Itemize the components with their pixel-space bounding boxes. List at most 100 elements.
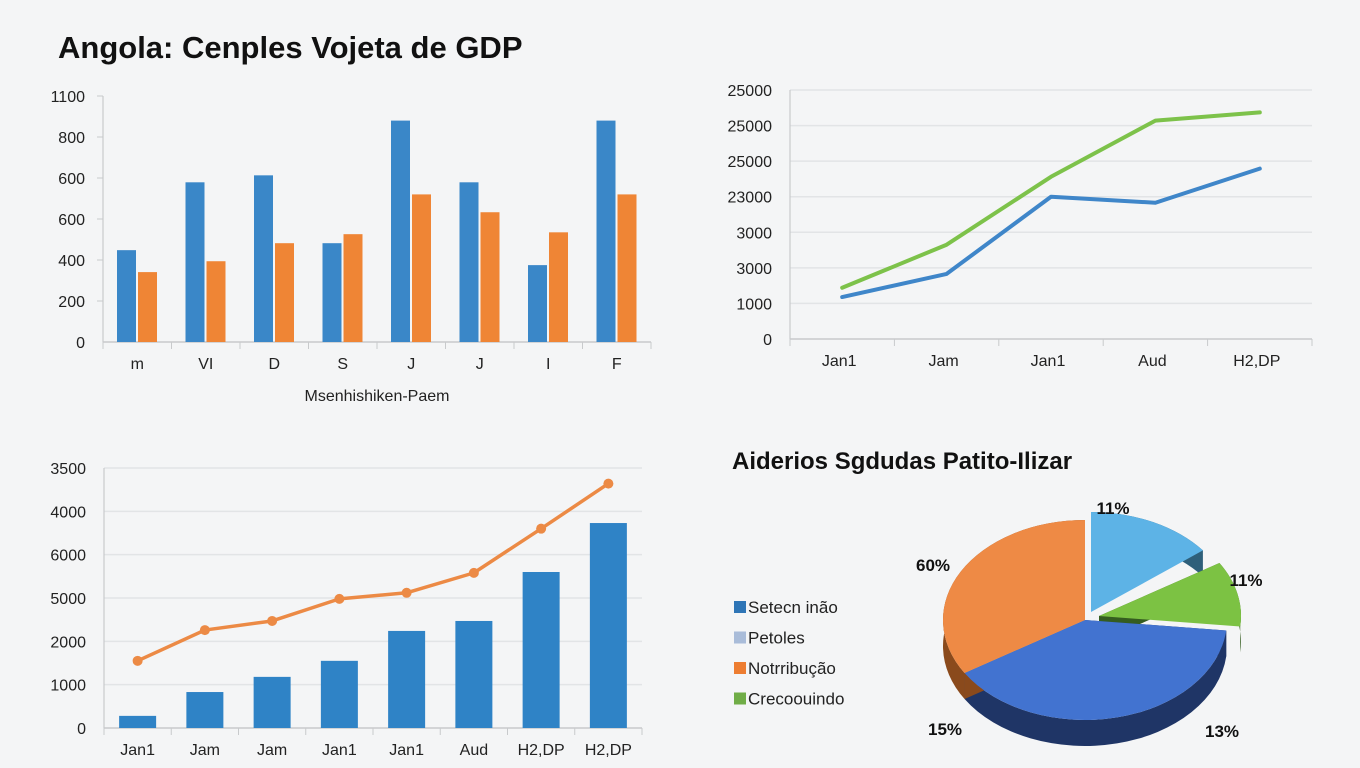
x-tick-label: Jan1 xyxy=(120,742,155,759)
x-tick-label: Jan1 xyxy=(1031,353,1066,370)
legend-label: Petoles xyxy=(748,629,805,648)
bar-line-combo-chart: 0 1000 2000 5000 6000 4000 3500 Jan1 Jam Jam Jan1 J… xyxy=(50,461,643,759)
y-tick-label: 3000 xyxy=(736,261,772,278)
bar-series-1 xyxy=(391,120,410,342)
trend-line xyxy=(136,482,610,663)
line-series-blue xyxy=(840,166,1262,300)
bar-series-2 xyxy=(206,261,226,342)
y-tick-label: 1000 xyxy=(736,296,772,313)
x-tick-label: J xyxy=(476,356,484,373)
bar-series-2 xyxy=(549,232,568,342)
pie-title: Aiderios Sgdudas Patito-Ilizar xyxy=(732,448,1072,475)
x-tick-label: Jan1 xyxy=(322,742,357,759)
x-tick-label: Jam xyxy=(257,742,287,759)
bar-series-1 xyxy=(185,182,205,342)
legend-swatch xyxy=(734,662,746,674)
trend-point xyxy=(401,587,412,598)
pie-slice-label: 11% xyxy=(1229,571,1262,590)
x-tick-label: H2,DP xyxy=(518,742,565,759)
x-tick-label: Jan1 xyxy=(389,742,424,759)
trend-point xyxy=(267,615,278,626)
line-series-green xyxy=(840,110,1262,290)
y-tick-label: 3500 xyxy=(50,461,86,478)
legend-swatch xyxy=(734,601,746,613)
x-tick-label: F xyxy=(612,356,622,373)
y-tick-label: 400 xyxy=(58,253,85,270)
pie-slice xyxy=(1099,563,1241,627)
legend-label: Notrribução xyxy=(748,659,836,678)
y-tick-label: 4000 xyxy=(50,504,86,521)
x-tick-label: Aud xyxy=(460,742,488,759)
page-title: Angola: Cenples Vojeta de GDP xyxy=(58,30,523,65)
legend-label: Crecoouindo xyxy=(748,690,844,709)
y-tick-label: 25000 xyxy=(728,83,773,100)
y-tick-label: 0 xyxy=(76,335,85,352)
bar-series-1 xyxy=(322,243,342,342)
y-tick-label: 600 xyxy=(58,212,85,229)
bar xyxy=(455,620,493,728)
pie-slice-side xyxy=(964,630,1227,747)
legend-swatch xyxy=(734,631,746,644)
trend-point xyxy=(536,523,547,534)
x-tick-label: Jan1 xyxy=(822,353,857,370)
bar xyxy=(119,715,157,728)
y-tick-label: 200 xyxy=(58,294,85,311)
y-tick-label: 1100 xyxy=(51,89,86,106)
bar xyxy=(522,572,560,728)
y-tick-label: 6000 xyxy=(50,548,86,565)
bar-series-1 xyxy=(459,182,479,342)
bar-series-2 xyxy=(275,243,294,342)
trend-point xyxy=(468,567,479,578)
y-tick-label: 1000 xyxy=(50,678,86,695)
bar xyxy=(589,523,627,728)
x-tick-label: H2,DP xyxy=(585,742,632,759)
trend-point xyxy=(603,478,614,489)
trend-point xyxy=(334,593,345,604)
x-axis-title: Msenhishiken-Paem xyxy=(305,388,450,405)
x-tick-label: VI xyxy=(198,356,213,373)
y-tick-label: 23000 xyxy=(728,190,773,207)
legend-swatch xyxy=(734,692,746,705)
pie-slice xyxy=(942,520,1085,673)
pie-slice xyxy=(964,620,1227,721)
bar-series-1 xyxy=(528,265,547,342)
x-tick-label: J xyxy=(407,356,415,373)
x-tick-label: Jam xyxy=(190,742,220,759)
trend-point xyxy=(132,655,143,666)
x-tick-label: Jam xyxy=(928,353,958,370)
x-tick-label: I xyxy=(546,356,550,373)
y-tick-label: 3000 xyxy=(736,225,772,242)
bar-series-2 xyxy=(480,212,500,342)
bar xyxy=(253,676,291,728)
legend-label: Setecn inão xyxy=(748,598,838,617)
pie-slice-label: 15% xyxy=(928,720,962,739)
bar-series-1 xyxy=(254,175,273,342)
x-tick-label: H2,DP xyxy=(1233,353,1280,370)
grouped-bar-chart: 0 200 400 600 600 800 1100 m VI D S J J I F Msenhishike… xyxy=(51,89,652,405)
y-tick-label: 0 xyxy=(763,332,772,349)
pie-slice-label: 13% xyxy=(1205,722,1239,741)
x-tick-label: Aud xyxy=(1138,353,1166,370)
x-tick-label: m xyxy=(131,356,144,373)
y-tick-label: 5000 xyxy=(50,591,86,608)
y-tick-label: 0 xyxy=(77,721,86,738)
bar xyxy=(186,692,224,728)
y-tick-label: 800 xyxy=(58,130,85,147)
bar-series-2 xyxy=(412,194,431,342)
bar xyxy=(320,660,358,728)
x-tick-label: S xyxy=(337,356,348,373)
bar-series-2 xyxy=(138,272,157,342)
line-chart: 0 1000 3000 3000 23000 25000 25000 25000 Jan1 Jam… xyxy=(728,83,1313,370)
y-tick-label: 2000 xyxy=(50,634,86,651)
bar-series-2 xyxy=(617,194,637,342)
pie-slice-label: 11% xyxy=(1096,499,1129,518)
x-tick-label: D xyxy=(268,356,280,373)
bar xyxy=(388,630,426,728)
pie-slice xyxy=(1091,512,1203,612)
y-tick-label: 600 xyxy=(58,171,85,188)
pie-slice-label: 60% xyxy=(916,556,950,575)
pie-chart: Aiderios Sgdudas Patito-Ilizar 11% 11% 13%… xyxy=(732,448,1263,747)
y-tick-label: 25000 xyxy=(728,119,773,136)
bar-series-1 xyxy=(117,250,136,342)
